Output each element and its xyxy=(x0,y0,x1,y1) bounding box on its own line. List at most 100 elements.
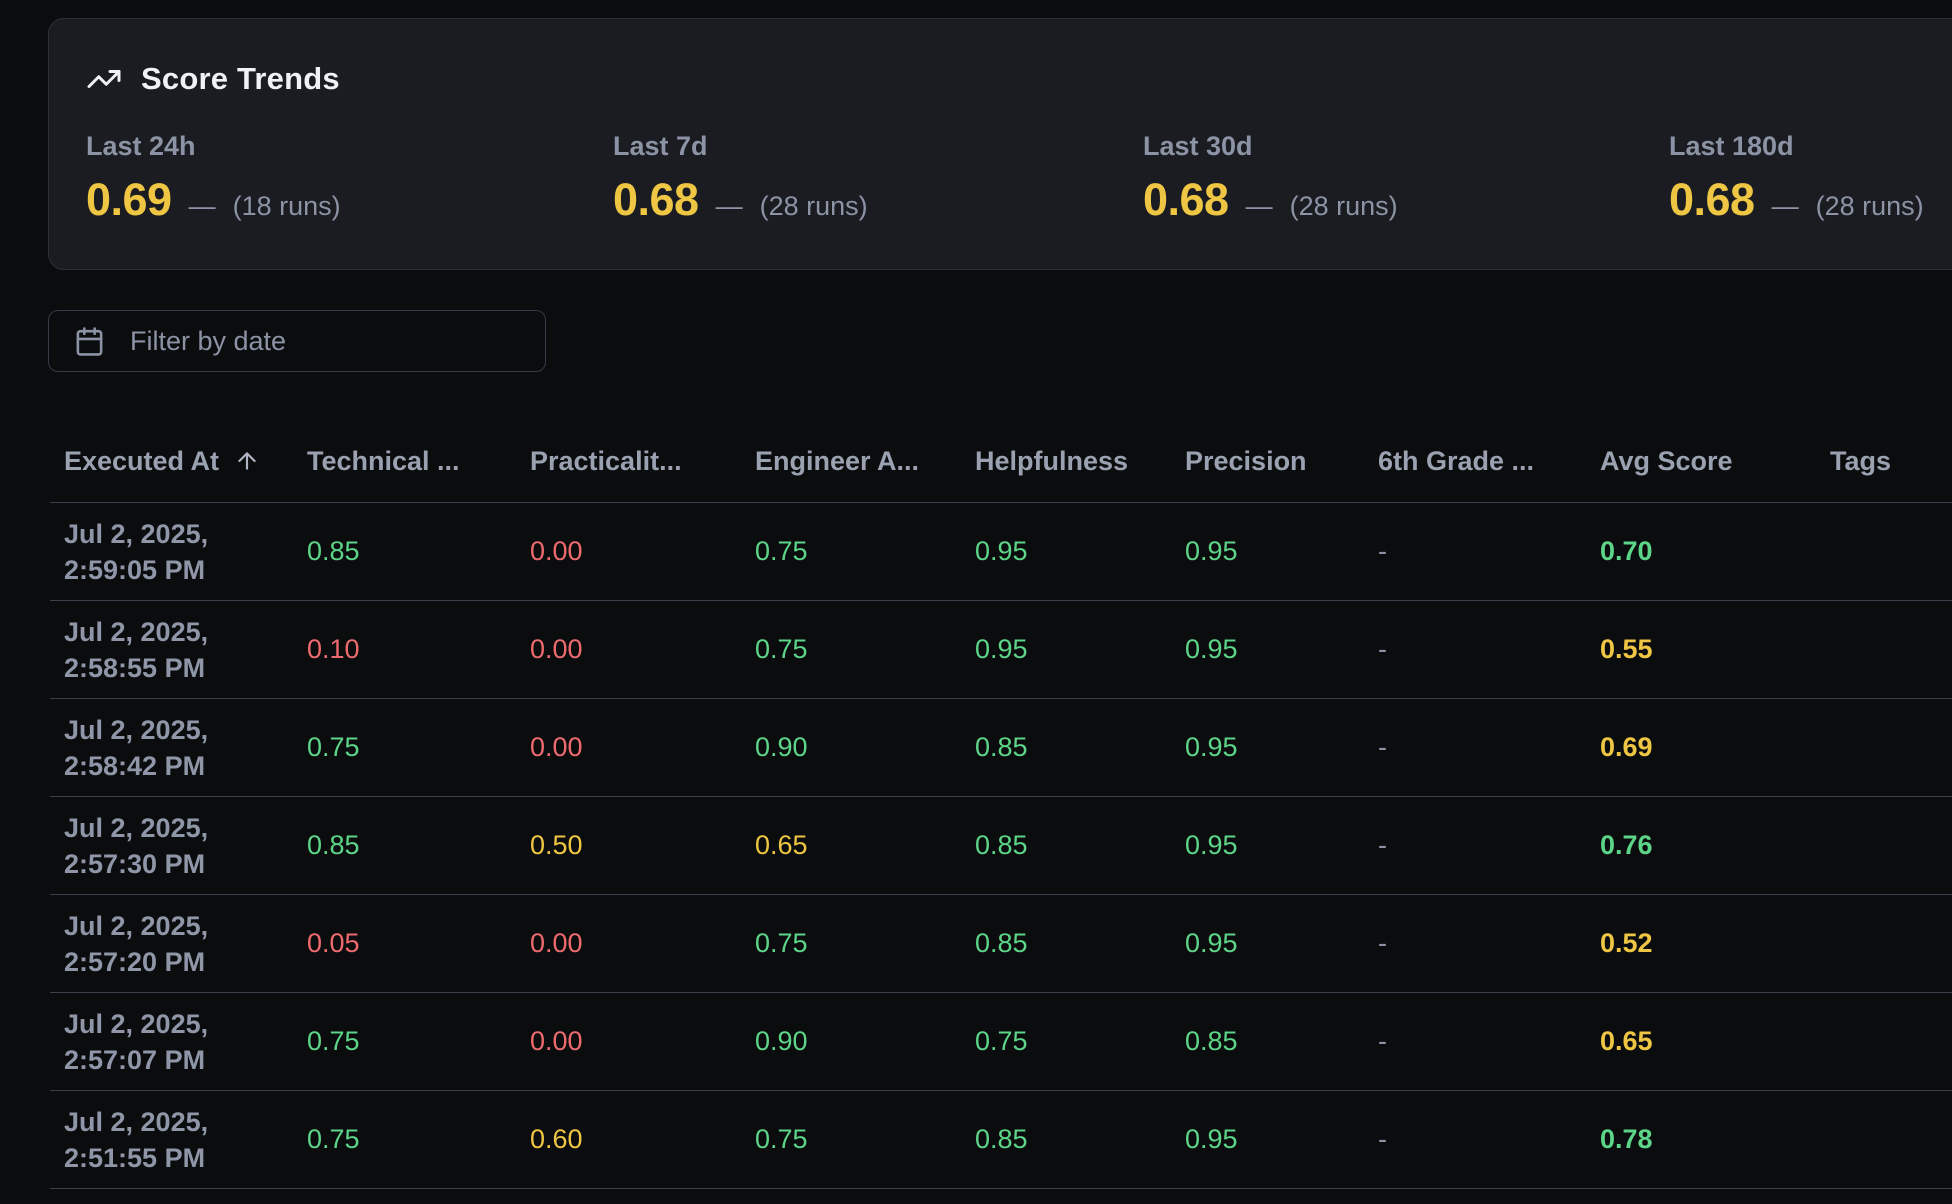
stat-label: Last 180d xyxy=(1669,131,1952,162)
score-cell-precision: 0.95 xyxy=(1185,732,1378,763)
score-cell-engineer: 0.75 xyxy=(755,928,975,959)
score-cell-engineer: 0.90 xyxy=(755,1026,975,1057)
filter-by-date-button[interactable]: Filter by date xyxy=(48,310,546,372)
table-row[interactable]: Jul 2, 2025,2:57:20 PM0.050.000.750.850.… xyxy=(50,895,1952,993)
runs-table: Executed At Technical ... Practicalit...… xyxy=(50,420,1952,1189)
card-header: Score Trends xyxy=(49,19,1952,97)
score-cell-technical: 0.10 xyxy=(307,634,530,665)
score-cell-helpfulness: 0.85 xyxy=(975,928,1185,959)
score-cell-precision: 0.95 xyxy=(1185,830,1378,861)
executed-at-cell: Jul 2, 2025,2:57:07 PM xyxy=(50,1006,307,1078)
score-cell-engineer: 0.75 xyxy=(755,536,975,567)
score-cell-technical: 0.85 xyxy=(307,536,530,567)
score-cell-practicality: 0.00 xyxy=(530,634,755,665)
score-cell-technical: 0.85 xyxy=(307,830,530,861)
score-cell-technical: 0.75 xyxy=(307,1124,530,1155)
stat-last-7d: Last 7d 0.68 — (28 runs) xyxy=(613,131,1143,226)
score-cell-helpfulness: 0.95 xyxy=(975,536,1185,567)
column-header-precision[interactable]: Precision xyxy=(1185,446,1378,477)
stats-row: Last 24h 0.69 — (18 runs) Last 7d 0.68 —… xyxy=(49,131,1952,226)
column-header-engineer[interactable]: Engineer A... xyxy=(755,446,975,477)
score-cell-sixth_grade: - xyxy=(1378,536,1600,567)
score-cell-technical: 0.75 xyxy=(307,732,530,763)
calendar-icon xyxy=(74,326,105,357)
column-header-label: Executed At xyxy=(64,446,219,477)
executed-at-cell: Jul 2, 2025,2:58:55 PM xyxy=(50,614,307,686)
score-cell-practicality: 0.00 xyxy=(530,928,755,959)
score-cell-helpfulness: 0.75 xyxy=(975,1026,1185,1057)
stat-last-30d: Last 30d 0.68 — (28 runs) xyxy=(1143,131,1669,226)
score-cell-sixth_grade: - xyxy=(1378,732,1600,763)
stat-label: Last 7d xyxy=(613,131,1143,162)
table-row[interactable]: Jul 2, 2025,2:59:05 PM0.850.000.750.95 0.… xyxy=(50,503,1952,601)
stat-last-180d: Last 180d 0.68 — (28 runs) xyxy=(1669,131,1952,226)
table-header-row: Executed At Technical ... Practicalit...… xyxy=(50,420,1952,503)
avg-score-cell: 0.70 xyxy=(1600,536,1830,567)
score-cell-practicality: 0.50 xyxy=(530,830,755,861)
column-header-technical[interactable]: Technical ... xyxy=(307,446,530,477)
avg-score-cell: 0.69 xyxy=(1600,732,1830,763)
score-trends-card: Score Trends Last 24h 0.69 — (18 runs) L… xyxy=(48,18,1952,270)
score-cell-engineer: 0.75 xyxy=(755,634,975,665)
column-header-executed-at[interactable]: Executed At xyxy=(50,446,307,477)
score-cell-practicality: 0.00 xyxy=(530,1026,755,1057)
score-cell-helpfulness: 0.85 xyxy=(975,830,1185,861)
stat-dash: — xyxy=(1246,191,1273,222)
table-row[interactable]: Jul 2, 2025,2:58:42 PM0.750.000.900.850.… xyxy=(50,699,1952,797)
score-cell-helpfulness: 0.85 xyxy=(975,732,1185,763)
score-cell-engineer: 0.75 xyxy=(755,1124,975,1155)
table-row[interactable]: Jul 2, 2025,2:58:55 PM0.100.000.750.950.… xyxy=(50,601,1952,699)
stat-runs: (28 runs) xyxy=(760,191,868,222)
stat-runs: (18 runs) xyxy=(233,191,341,222)
column-header-tags[interactable]: Tags xyxy=(1830,446,1952,477)
executed-at-cell: Jul 2, 2025,2:57:30 PM xyxy=(50,810,307,882)
avg-score-cell: 0.76 xyxy=(1600,830,1830,861)
stat-dash: — xyxy=(189,191,216,222)
stat-dash: — xyxy=(1772,191,1799,222)
column-header-helpfulness[interactable]: Helpfulness xyxy=(975,446,1185,477)
score-cell-practicality: 0.00 xyxy=(530,732,755,763)
column-header-practicality[interactable]: Practicalit... xyxy=(530,446,755,477)
score-cell-practicality: 0.60 xyxy=(530,1124,755,1155)
score-cell-sixth_grade: - xyxy=(1378,634,1600,665)
stat-value: 0.68 xyxy=(1669,174,1755,226)
trending-up-icon xyxy=(86,61,122,97)
stat-value: 0.69 xyxy=(86,174,172,226)
stat-last-24h: Last 24h 0.69 — (18 runs) xyxy=(86,131,613,226)
avg-score-cell: 0.55 xyxy=(1600,634,1830,665)
table-body: Jul 2, 2025,2:59:05 PM0.850.000.750.950.… xyxy=(50,503,1952,1189)
stat-label: Last 24h xyxy=(86,131,613,162)
score-cell-precision: 0.95 xyxy=(1185,928,1378,959)
score-cell-practicality: 0.00 xyxy=(530,536,755,567)
score-cell-sixth_grade: - xyxy=(1378,1026,1600,1057)
executed-at-cell: Jul 2, 2025,2:59:05 PM xyxy=(50,516,307,588)
stat-runs: (28 runs) xyxy=(1290,191,1398,222)
avg-score-cell: 0.52 xyxy=(1600,928,1830,959)
executed-at-cell: Jul 2, 2025,2:58:42 PM xyxy=(50,712,307,784)
filter-by-date-label: Filter by date xyxy=(130,326,286,357)
table-row[interactable]: Jul 2, 2025,2:51:55 PM0.750.600.750.850.… xyxy=(50,1091,1952,1189)
score-cell-sixth_grade: - xyxy=(1378,830,1600,861)
executed-at-cell: Jul 2, 2025,2:57:20 PM xyxy=(50,908,307,980)
score-cell-precision: 0.85 xyxy=(1185,1026,1378,1057)
avg-score-cell: 0.78 xyxy=(1600,1124,1830,1155)
stat-runs: (28 runs) xyxy=(1816,191,1924,222)
table-row[interactable]: Jul 2, 2025,2:57:07 PM0.750.000.900.750.… xyxy=(50,993,1952,1091)
column-header-avg-score[interactable]: Avg Score xyxy=(1600,446,1830,477)
score-cell-engineer: 0.90 xyxy=(755,732,975,763)
score-cell-precision: 0.95 xyxy=(1185,634,1378,665)
table-row[interactable]: Jul 2, 2025,2:57:30 PM0.850.500.650.850.… xyxy=(50,797,1952,895)
arrow-up-icon xyxy=(234,448,260,474)
stat-dash: — xyxy=(716,191,743,222)
score-cell-precision: 0.95 xyxy=(1185,1124,1378,1155)
avg-score-cell: 0.65 xyxy=(1600,1026,1830,1057)
score-cell-sixth_grade: - xyxy=(1378,928,1600,959)
score-cell-helpfulness: 0.85 xyxy=(975,1124,1185,1155)
card-title: Score Trends xyxy=(141,61,340,97)
executed-at-cell: Jul 2, 2025,2:51:55 PM xyxy=(50,1104,307,1176)
stat-value: 0.68 xyxy=(613,174,699,226)
column-header-6th-grade[interactable]: 6th Grade ... xyxy=(1378,446,1600,477)
stat-label: Last 30d xyxy=(1143,131,1669,162)
score-cell-helpfulness: 0.95 xyxy=(975,634,1185,665)
stat-value: 0.68 xyxy=(1143,174,1229,226)
